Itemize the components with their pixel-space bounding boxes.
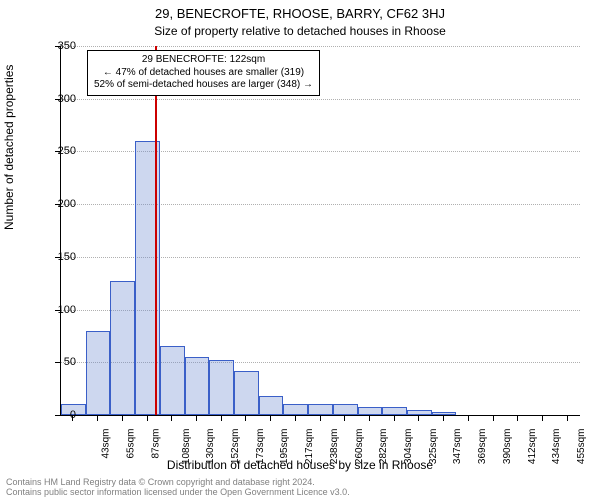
y-tick-mark bbox=[55, 310, 60, 311]
histogram-bar bbox=[234, 371, 259, 415]
y-tick-mark bbox=[55, 99, 60, 100]
x-tick-label: 369sqm bbox=[477, 429, 488, 465]
histogram-bar bbox=[185, 357, 210, 415]
y-tick-label: 150 bbox=[44, 251, 76, 263]
x-tick-label: 43sqm bbox=[101, 429, 112, 459]
y-tick-label: 250 bbox=[44, 145, 76, 157]
y-tick-label: 100 bbox=[44, 304, 76, 316]
x-tick-mark bbox=[369, 416, 370, 421]
callout-line2: ← 47% of detached houses are smaller (31… bbox=[94, 67, 313, 80]
histogram-bar bbox=[407, 410, 432, 415]
histogram-bar bbox=[209, 360, 234, 415]
x-tick-mark bbox=[221, 416, 222, 421]
x-tick-mark bbox=[468, 416, 469, 421]
y-tick-mark bbox=[55, 151, 60, 152]
x-tick-label: 173sqm bbox=[255, 429, 266, 465]
x-tick-mark bbox=[122, 416, 123, 421]
x-tick-mark bbox=[418, 416, 419, 421]
y-tick-label: 200 bbox=[44, 198, 76, 210]
x-tick-mark bbox=[567, 416, 568, 421]
x-tick-mark bbox=[443, 416, 444, 421]
x-tick-mark bbox=[196, 416, 197, 421]
histogram-bar bbox=[333, 404, 358, 415]
y-tick-mark bbox=[55, 46, 60, 47]
x-tick-label: 108sqm bbox=[181, 429, 192, 465]
x-tick-label: 304sqm bbox=[403, 429, 414, 465]
x-tick-mark bbox=[270, 416, 271, 421]
chart-container: 29, BENECROFTE, RHOOSE, BARRY, CF62 3HJ … bbox=[0, 0, 600, 500]
x-tick-label: 347sqm bbox=[452, 429, 463, 465]
histogram-bar bbox=[308, 404, 333, 415]
grid-line bbox=[61, 46, 580, 47]
x-tick-label: 130sqm bbox=[205, 429, 216, 465]
x-tick-label: 282sqm bbox=[378, 429, 389, 465]
x-tick-mark bbox=[147, 416, 148, 421]
y-tick-mark bbox=[55, 362, 60, 363]
x-tick-mark bbox=[295, 416, 296, 421]
x-tick-mark bbox=[245, 416, 246, 421]
callout-line3: 52% of semi-detached houses are larger (… bbox=[94, 79, 313, 92]
x-tick-mark bbox=[517, 416, 518, 421]
histogram-bar bbox=[259, 396, 284, 415]
histogram-bar bbox=[160, 346, 185, 415]
footer-line1: Contains HM Land Registry data © Crown c… bbox=[6, 477, 315, 487]
y-tick-label: 50 bbox=[44, 356, 76, 368]
grid-line bbox=[61, 99, 580, 100]
x-tick-label: 325sqm bbox=[428, 429, 439, 465]
property-marker-line bbox=[155, 46, 157, 415]
x-tick-label: 217sqm bbox=[304, 429, 315, 465]
histogram-bar bbox=[382, 407, 407, 415]
x-tick-label: 260sqm bbox=[354, 429, 365, 465]
plot-area: 29 BENECROFTE: 122sqm ← 47% of detached … bbox=[60, 46, 580, 416]
histogram-bar bbox=[358, 407, 383, 415]
y-tick-label: 0 bbox=[44, 409, 76, 421]
histogram-bar bbox=[432, 412, 457, 415]
footer-line2: Contains public sector information licen… bbox=[6, 487, 350, 497]
y-axis-label: Number of detached properties bbox=[2, 65, 16, 230]
y-tick-mark bbox=[55, 257, 60, 258]
chart-title: 29, BENECROFTE, RHOOSE, BARRY, CF62 3HJ bbox=[0, 6, 600, 21]
y-tick-label: 300 bbox=[44, 93, 76, 105]
marker-callout: 29 BENECROFTE: 122sqm ← 47% of detached … bbox=[87, 50, 320, 96]
x-tick-mark bbox=[542, 416, 543, 421]
y-tick-mark bbox=[55, 415, 60, 416]
x-tick-label: 434sqm bbox=[551, 429, 562, 465]
x-tick-label: 195sqm bbox=[279, 429, 290, 465]
x-tick-mark bbox=[493, 416, 494, 421]
x-tick-mark bbox=[171, 416, 172, 421]
y-tick-mark bbox=[55, 204, 60, 205]
callout-line1: 29 BENECROFTE: 122sqm bbox=[94, 54, 313, 67]
x-tick-label: 238sqm bbox=[329, 429, 340, 465]
x-tick-label: 87sqm bbox=[150, 429, 161, 459]
x-tick-label: 65sqm bbox=[126, 429, 137, 459]
x-tick-label: 390sqm bbox=[502, 429, 513, 465]
histogram-bar bbox=[86, 331, 111, 415]
x-tick-mark bbox=[97, 416, 98, 421]
chart-subtitle: Size of property relative to detached ho… bbox=[0, 24, 600, 38]
x-tick-label: 455sqm bbox=[576, 429, 587, 465]
x-tick-mark bbox=[320, 416, 321, 421]
x-tick-mark bbox=[344, 416, 345, 421]
y-tick-label: 350 bbox=[44, 40, 76, 52]
x-tick-label: 412sqm bbox=[527, 429, 538, 465]
x-tick-label: 152sqm bbox=[230, 429, 241, 465]
x-tick-mark bbox=[394, 416, 395, 421]
x-tick-mark bbox=[72, 416, 73, 421]
histogram-bar bbox=[283, 404, 308, 415]
footer: Contains HM Land Registry data © Crown c… bbox=[6, 478, 594, 498]
histogram-bar bbox=[110, 281, 135, 415]
